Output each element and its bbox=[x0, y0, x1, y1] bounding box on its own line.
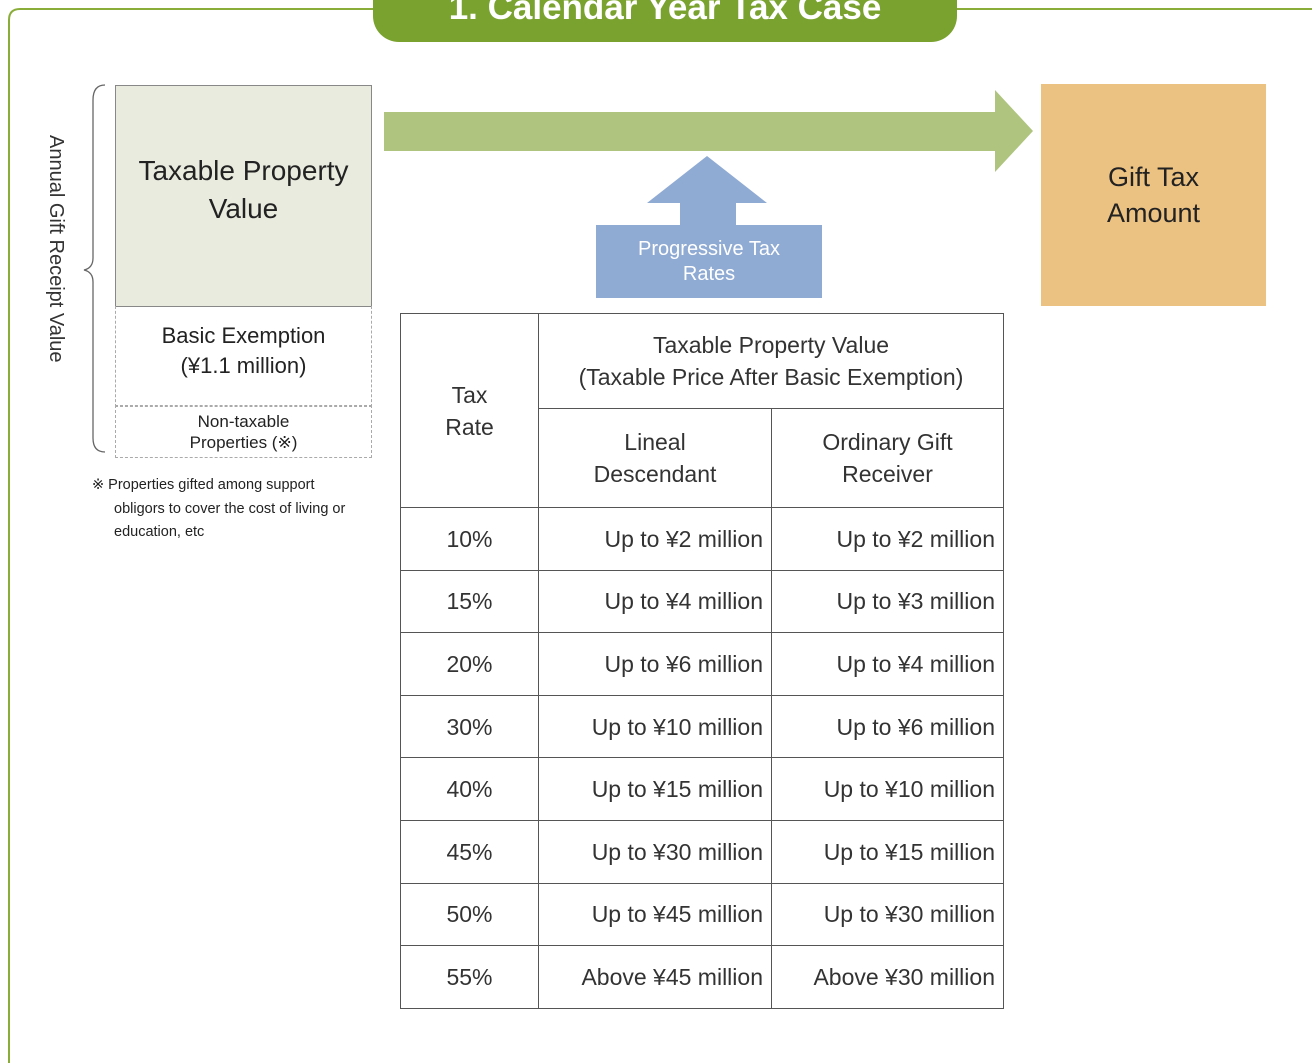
taxable-box: Taxable Property Value bbox=[115, 85, 372, 307]
value-cell: Above ¥45 million bbox=[538, 945, 772, 1009]
line: Value bbox=[208, 193, 279, 224]
rate-cell: 30% bbox=[400, 694, 539, 759]
rate-cell: 20% bbox=[400, 632, 539, 696]
line: Basic Exemption bbox=[161, 323, 326, 348]
rate-cell: 55% bbox=[400, 945, 539, 1009]
line: (¥1.1 million) bbox=[180, 353, 307, 378]
table-row: 40% Up to ¥15 million Up to ¥10 million bbox=[400, 757, 1004, 821]
header-cell: Taxable Property Value (Taxable Price Aft… bbox=[538, 313, 1004, 409]
text: Tax bbox=[451, 381, 488, 408]
header-cell: Lineal Descendant bbox=[538, 408, 772, 508]
text: Taxable Property Value bbox=[652, 332, 890, 358]
value-cell: Up to ¥6 million bbox=[538, 632, 772, 696]
line: Progressive Tax bbox=[638, 237, 780, 260]
note: ※ Properties gifted among support obligo… bbox=[92, 477, 346, 540]
text: Ordinary Gift bbox=[822, 429, 953, 455]
value-cell: Up to ¥10 million bbox=[538, 694, 772, 759]
text: (Taxable Price After Basic Exemption) bbox=[578, 364, 964, 390]
header-cell: Ordinary Gift Receiver bbox=[771, 408, 1004, 508]
table-row: 55% Above ¥45 million Above ¥30 million bbox=[400, 945, 1004, 1009]
table-row: 50% Up to ¥45 million Up to ¥30 million bbox=[400, 882, 1004, 947]
line: Properties (※) bbox=[189, 432, 298, 452]
value-cell: Up to ¥45 million bbox=[538, 882, 772, 947]
arrow-right bbox=[384, 90, 1033, 172]
value-cell: Up to ¥10 million bbox=[771, 757, 1004, 821]
text: Receiver bbox=[842, 461, 933, 487]
arrow-up bbox=[647, 156, 767, 226]
progressive-box: Progressive Tax Rates bbox=[596, 225, 822, 298]
table-row: 20% Up to ¥6 million Up to ¥4 million bbox=[400, 632, 1004, 696]
title-pill bbox=[373, 0, 957, 42]
value-cell: Up to ¥15 million bbox=[538, 757, 772, 821]
line: Non-taxable bbox=[197, 411, 290, 431]
table-row: 30% Up to ¥10 million Up to ¥6 million bbox=[400, 694, 1004, 759]
rate-table: Tax Rate Taxable Property Value (Taxable P… bbox=[400, 313, 1004, 1009]
rate-cell: 45% bbox=[400, 819, 539, 884]
value-cell: Up to ¥15 million bbox=[771, 819, 1004, 884]
table-row: 15% Up to ¥4 million Up to ¥3 million bbox=[400, 569, 1004, 634]
brace bbox=[83, 84, 106, 453]
rate-cell: 10% bbox=[400, 507, 539, 571]
line: Amount bbox=[1106, 198, 1201, 228]
side-label: Annual Gift Receipt Value bbox=[45, 135, 67, 363]
gift-tax-box: Gift Tax Amount bbox=[1041, 84, 1266, 306]
line: Rates bbox=[682, 262, 736, 285]
exemption-box: Basic Exemption (¥1.1 million) bbox=[115, 306, 372, 407]
header-cell: Tax Rate bbox=[400, 313, 539, 508]
title: 1. Calendar Year Tax Case bbox=[448, 0, 882, 27]
value-cell: Up to ¥30 million bbox=[538, 819, 772, 884]
text: Rate bbox=[445, 413, 494, 440]
value-cell: Up to ¥30 million bbox=[771, 882, 1004, 947]
value-cell: Up to ¥6 million bbox=[771, 694, 1004, 759]
non-taxable-box: Non-taxable Properties (※) bbox=[115, 405, 372, 458]
value-cell: Up to ¥3 million bbox=[771, 569, 1004, 634]
rate-cell: 50% bbox=[400, 882, 539, 947]
frame bbox=[8, 8, 1312, 1063]
rate-cell: 15% bbox=[400, 569, 539, 634]
value-cell: Above ¥30 million bbox=[771, 945, 1004, 1009]
value-cell: Up to ¥2 million bbox=[538, 507, 772, 571]
table-row: 45% Up to ¥30 million Up to ¥15 million bbox=[400, 819, 1004, 884]
value-cell: Up to ¥2 million bbox=[771, 507, 1004, 571]
value-cell: Up to ¥4 million bbox=[538, 569, 772, 634]
line: Taxable Property bbox=[138, 155, 349, 186]
rate-cell: 40% bbox=[400, 757, 539, 821]
text: Lineal bbox=[624, 429, 686, 455]
text: Descendant bbox=[593, 461, 717, 487]
line: Gift Tax bbox=[1107, 162, 1200, 192]
table-row: 10% Up to ¥2 million Up to ¥2 million bbox=[400, 507, 1004, 571]
value-cell: Up to ¥4 million bbox=[771, 632, 1004, 696]
